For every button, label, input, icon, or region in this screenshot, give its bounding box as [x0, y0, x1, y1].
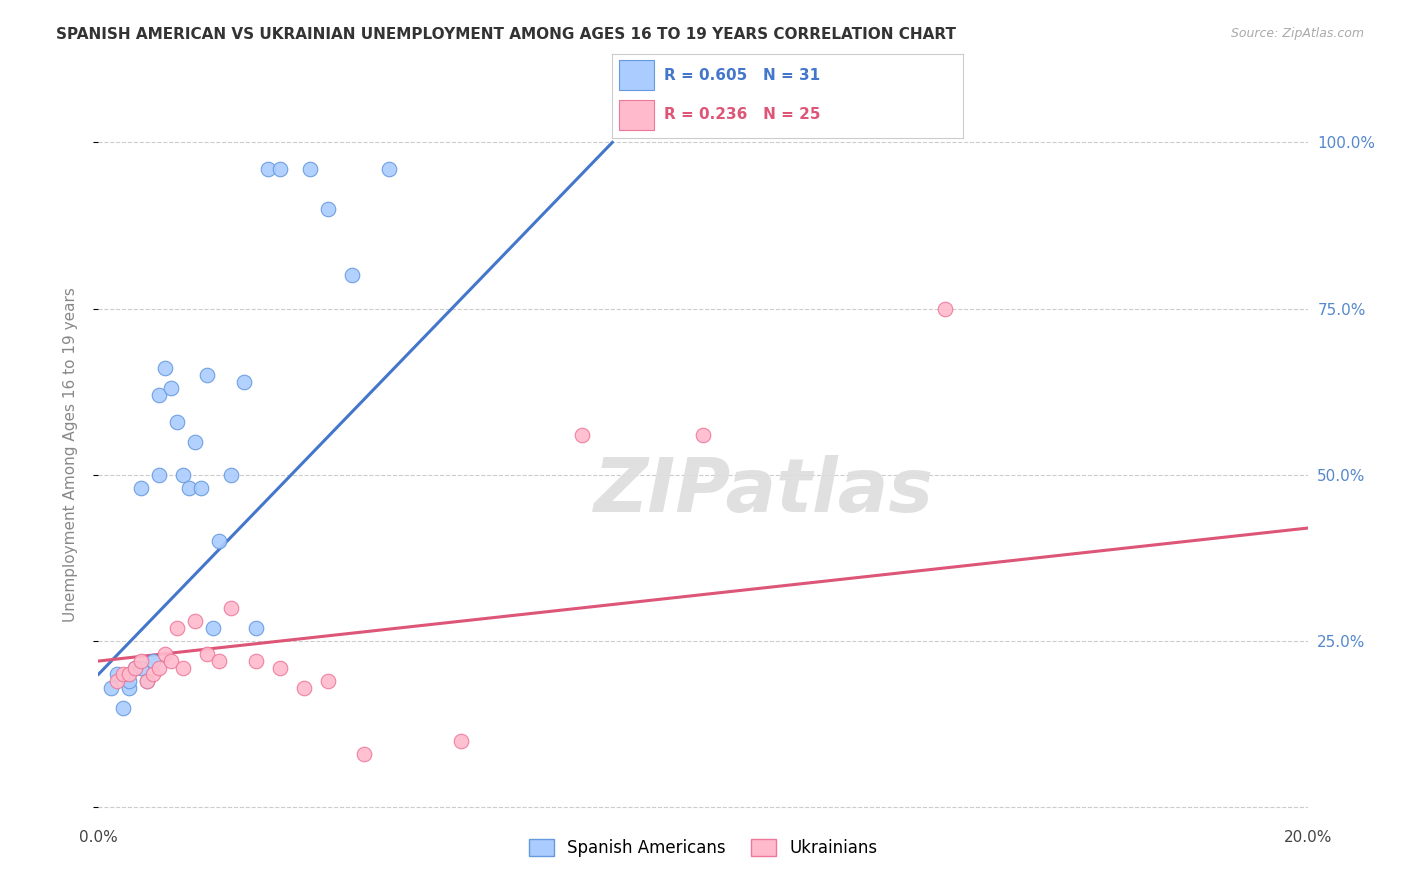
- Point: [245, 621, 267, 635]
- Point: [160, 381, 183, 395]
- Point: [166, 621, 188, 635]
- Text: R = 0.236   N = 25: R = 0.236 N = 25: [665, 107, 821, 122]
- Point: [148, 467, 170, 482]
- Legend: Spanish Americans, Ukrainians: Spanish Americans, Ukrainians: [522, 832, 884, 863]
- Point: [129, 654, 152, 668]
- Bar: [619, 100, 654, 130]
- Point: [692, 428, 714, 442]
- Point: [118, 673, 141, 688]
- Point: [105, 673, 128, 688]
- Text: R = 0.605   N = 31: R = 0.605 N = 31: [665, 68, 821, 83]
- Point: [129, 661, 152, 675]
- Point: [179, 481, 201, 495]
- Point: [172, 467, 194, 482]
- Point: [221, 467, 243, 482]
- Point: [269, 161, 291, 176]
- Point: [450, 734, 472, 748]
- Point: [142, 654, 165, 668]
- Point: [105, 667, 128, 681]
- Point: [166, 415, 188, 429]
- Point: [135, 673, 157, 688]
- Point: [353, 747, 375, 761]
- Point: [299, 161, 322, 176]
- Point: [195, 648, 218, 662]
- Point: [184, 614, 207, 628]
- Point: [195, 368, 218, 383]
- Point: [342, 268, 364, 283]
- Point: [129, 481, 152, 495]
- Point: [269, 661, 291, 675]
- Point: [184, 434, 207, 449]
- Point: [142, 667, 165, 681]
- Point: [148, 388, 170, 402]
- Point: [118, 667, 141, 681]
- Point: [124, 661, 146, 675]
- Point: [153, 361, 176, 376]
- Point: [221, 600, 243, 615]
- Point: [208, 654, 231, 668]
- Text: Source: ZipAtlas.com: Source: ZipAtlas.com: [1230, 27, 1364, 40]
- Point: [377, 161, 399, 176]
- Point: [202, 621, 225, 635]
- Y-axis label: Unemployment Among Ages 16 to 19 years: Unemployment Among Ages 16 to 19 years: [63, 287, 77, 623]
- Point: [153, 648, 176, 662]
- Point: [571, 428, 593, 442]
- Point: [111, 700, 134, 714]
- Point: [256, 161, 278, 176]
- Point: [160, 654, 183, 668]
- Point: [172, 661, 194, 675]
- Text: SPANISH AMERICAN VS UKRAINIAN UNEMPLOYMENT AMONG AGES 16 TO 19 YEARS CORRELATION: SPANISH AMERICAN VS UKRAINIAN UNEMPLOYME…: [56, 27, 956, 42]
- Point: [111, 667, 134, 681]
- Point: [148, 661, 170, 675]
- Point: [135, 673, 157, 688]
- Point: [292, 681, 315, 695]
- Point: [124, 661, 146, 675]
- Point: [190, 481, 212, 495]
- Point: [208, 534, 231, 549]
- Text: ZIPatlas: ZIPatlas: [593, 455, 934, 528]
- Point: [316, 202, 339, 216]
- Point: [100, 681, 122, 695]
- Point: [118, 681, 141, 695]
- Point: [934, 301, 956, 316]
- Point: [316, 673, 339, 688]
- Bar: [619, 61, 654, 90]
- Point: [245, 654, 267, 668]
- Point: [232, 375, 254, 389]
